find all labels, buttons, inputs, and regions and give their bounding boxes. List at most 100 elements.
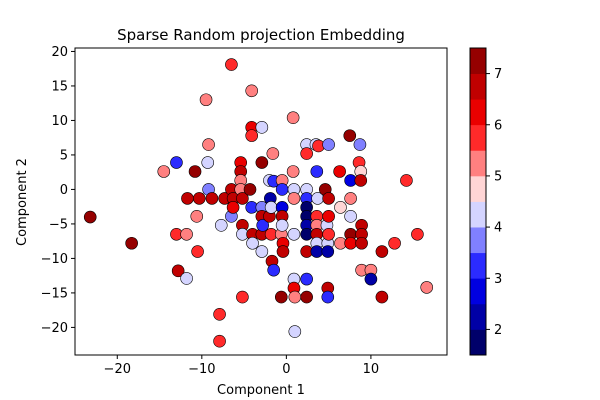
data-point-121: [355, 236, 368, 250]
x-axis-label: Component 1: [217, 383, 305, 398]
colorbar-band-11: [470, 48, 486, 74]
data-point-52: [264, 201, 278, 214]
colorbar-tick-label: 5: [494, 169, 502, 184]
chart-title: Sparse Random projection Embedding: [117, 26, 405, 44]
data-point-71: [287, 227, 301, 241]
data-point-70: [287, 192, 301, 205]
data-point-1: [125, 236, 138, 250]
colorbar-frame: [469, 47, 487, 356]
colorbar-band-9: [470, 99, 486, 126]
colorbar-ticks: 2 3 4 5 6 7: [486, 67, 502, 338]
data-point-7: [180, 272, 193, 285]
data-point-127: [388, 236, 401, 250]
y-tick-label: 20: [51, 45, 68, 60]
data-point-12: [192, 192, 206, 205]
data-point-66: [276, 245, 290, 258]
data-point-125: [375, 245, 389, 258]
colorbar-tick-label: 6: [494, 118, 502, 133]
data-point-36: [245, 84, 258, 98]
data-point-102: [322, 138, 335, 151]
y-tick-label: −10: [41, 252, 68, 267]
data-point-68: [286, 165, 300, 178]
plot-area: −20 −10 0 10 −20 −15 −10 −5 0 5 10 15 20: [41, 45, 448, 377]
data-point-9: [188, 165, 202, 178]
data-point-47: [255, 245, 269, 258]
data-point-14: [201, 156, 215, 169]
data-point-109: [343, 129, 357, 142]
data-point-13: [199, 93, 213, 107]
data-point-101: [321, 290, 335, 304]
y-tick-label: 5: [60, 148, 68, 163]
colorbar-band-4: [470, 227, 486, 254]
data-point-130: [420, 281, 434, 294]
colorbar-tick-label: 4: [494, 221, 502, 236]
data-point-26: [226, 201, 240, 214]
data-points: [83, 58, 434, 348]
colorbar-band-5: [470, 201, 486, 228]
data-point-105: [322, 227, 335, 241]
data-point-128: [400, 174, 413, 187]
axes-frame: [74, 47, 448, 356]
data-point-42: [255, 121, 269, 134]
data-point-106: [333, 165, 346, 178]
colorbar: 2 3 4 5 6 7: [469, 47, 502, 356]
data-point-103: [322, 192, 335, 205]
data-point-61: [275, 183, 289, 196]
x-axis-ticks: −20 −10 0 10: [104, 355, 380, 377]
data-point-55: [267, 263, 280, 277]
y-tick-label: 0: [60, 183, 68, 198]
data-point-64: [275, 219, 289, 232]
data-point-15: [202, 138, 215, 151]
data-point-93: [310, 245, 324, 258]
y-tick-label: −5: [49, 217, 68, 232]
data-point-118: [354, 174, 368, 187]
data-point-111: [344, 192, 357, 205]
data-point-10: [190, 210, 204, 223]
colorbar-band-0: [470, 329, 486, 356]
x-tick-label: 10: [363, 362, 380, 377]
data-point-112: [344, 210, 357, 223]
y-tick-label: −15: [41, 286, 68, 301]
colorbar-bands: [470, 48, 486, 356]
data-point-116: [353, 138, 367, 151]
data-point-6: [180, 227, 193, 241]
data-point-86: [300, 290, 313, 304]
data-point-77: [300, 147, 313, 160]
data-point-48: [256, 219, 269, 232]
data-point-38: [245, 129, 258, 142]
data-point-43: [255, 156, 269, 169]
data-point-5: [171, 264, 185, 278]
data-point-0: [83, 210, 97, 224]
y-tick-label: 15: [51, 79, 68, 94]
data-point-67: [286, 111, 300, 124]
y-tick-label: −20: [41, 321, 68, 336]
colorbar-band-2: [470, 278, 486, 305]
data-point-19: [213, 334, 226, 348]
y-axis-ticks: −20 −15 −10 −5 0 5 10 15 20: [41, 45, 75, 336]
y-tick-label: 10: [51, 114, 68, 129]
x-tick-label: 0: [282, 362, 290, 377]
y-axis-label: Component 2: [15, 158, 30, 246]
data-point-104: [322, 210, 335, 223]
colorbar-band-1: [470, 303, 486, 330]
data-point-124: [364, 272, 378, 286]
data-point-88: [310, 165, 324, 178]
data-point-8: [181, 192, 194, 205]
colorbar-band-6: [470, 175, 486, 202]
data-point-2: [157, 165, 171, 178]
data-point-59: [274, 290, 288, 304]
data-point-56: [266, 147, 280, 160]
x-tick-label: −20: [104, 362, 131, 377]
data-point-74: [288, 325, 302, 338]
data-point-11: [191, 245, 204, 258]
data-point-22: [225, 58, 238, 71]
colorbar-band-3: [470, 252, 486, 279]
data-point-20: [214, 219, 228, 232]
colorbar-tick-label: 2: [494, 323, 502, 338]
x-tick-label: −10: [188, 362, 215, 377]
data-point-41: [246, 236, 259, 250]
data-point-35: [243, 183, 257, 196]
data-point-126: [375, 290, 389, 304]
data-point-85: [300, 272, 313, 286]
